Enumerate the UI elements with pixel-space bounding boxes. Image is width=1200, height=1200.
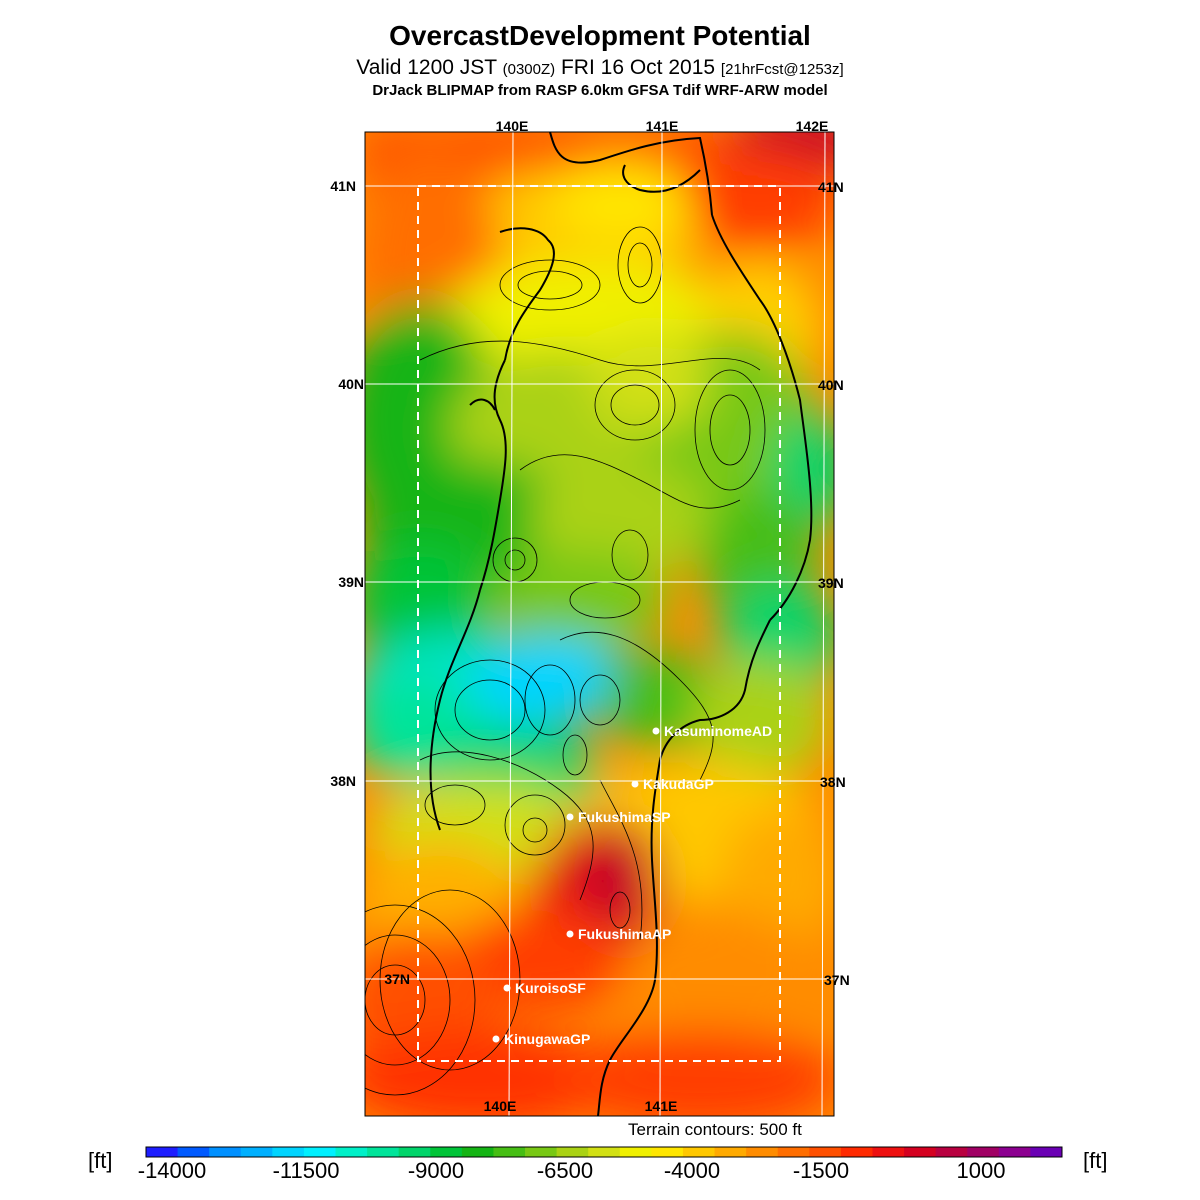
station-kasuminome[interactable]: KasuminomeAD (652, 723, 773, 739)
station-marker (652, 727, 660, 735)
colorbar-swatch (398, 1147, 431, 1157)
lat-label-right-38: 38N (820, 774, 846, 790)
colorbar-swatch (493, 1147, 526, 1157)
colorbar-swatch (303, 1147, 337, 1157)
station-fukushima-ap[interactable]: FukushimaAP (566, 926, 672, 942)
station-label: KinugawaGP (504, 1031, 590, 1047)
colorbar-swatch (588, 1147, 621, 1157)
colorbar-tick: -14000 (137, 1158, 207, 1183)
lon-label-top-140: 140E (496, 118, 529, 134)
colorbar-swatch (809, 1147, 842, 1157)
forecast-hour: [21hrFcst@1253z] (720, 61, 844, 78)
inner-domain-box (417, 185, 781, 1062)
terrain-contours (365, 226, 766, 1096)
colorbar-swatch (651, 1147, 684, 1157)
colorbar-swatch (461, 1147, 494, 1157)
colorbar-swatch (240, 1147, 273, 1157)
lat-label-right-40: 40N (818, 377, 844, 393)
colorbar-unit-right: [ft] (1083, 1148, 1108, 1173)
station-marker (566, 813, 574, 821)
station-kakuda[interactable]: KakudaGP (631, 776, 714, 792)
colorbar-swatch (177, 1147, 210, 1157)
graticule (365, 131, 834, 1117)
colorbar-swatch (682, 1147, 716, 1157)
colorbar-tick: -4000 (663, 1158, 721, 1183)
station-marker (503, 984, 511, 992)
colorbar-swatch (525, 1147, 558, 1157)
colorbar-swatch (746, 1147, 779, 1157)
valid-utc: (0300Z) (502, 61, 556, 78)
lat-label-left-41: 41N (330, 178, 356, 194)
station-label: KakudaGP (643, 776, 714, 792)
lat-label-left-39: 39N (338, 574, 364, 590)
map-title: OvercastDevelopment Potential (389, 20, 811, 51)
station-marker (566, 930, 574, 938)
colorbar-tick: -6500 (536, 1158, 594, 1183)
colorbar-swatch (967, 1147, 1000, 1157)
terrain-contour-note: Terrain contours: 500 ft (628, 1120, 802, 1139)
colorbar-swatch (430, 1147, 463, 1157)
station-fukushima-sp[interactable]: FukushimaSP (566, 809, 671, 825)
lat-label-left-40: 40N (338, 376, 364, 392)
colorbar-swatch (146, 1147, 179, 1157)
valid-prefix: Valid 1200 JST (356, 56, 497, 79)
colorbar-swatch (998, 1147, 1031, 1157)
colorbar-swatch (872, 1147, 905, 1157)
station-label: FukushimaSP (578, 809, 671, 825)
colorbar-swatch (935, 1147, 968, 1157)
colorbar-tick: -11500 (272, 1158, 340, 1183)
colorbar-swatch (777, 1147, 810, 1157)
lon-label-bottom-141: 141E (645, 1098, 678, 1114)
colorbar-unit-left: [ft] (88, 1148, 113, 1173)
lat-label-right-41: 41N (818, 179, 844, 195)
colorbar-frame (145, 1146, 1063, 1158)
station-kuroiso[interactable]: KuroisoSF (503, 980, 587, 996)
colorbar-swatch (367, 1147, 400, 1157)
colorbar-tick: 1000 (956, 1158, 1006, 1183)
color-field (365, 132, 834, 1116)
model-subtitle: DrJack BLIPMAP from RASP 6.0km GFSA Tdif… (372, 82, 828, 99)
colorbar-swatch (209, 1147, 242, 1157)
colorbar-swatch (904, 1147, 937, 1157)
lat-label-left-38: 38N (330, 773, 356, 789)
coastline (429, 132, 813, 1116)
colorbar-tick: -9000 (407, 1158, 465, 1183)
colorbar-swatch (619, 1147, 652, 1157)
lon-label-top-142: 142E (796, 118, 829, 134)
colorbar-swatch (335, 1147, 368, 1157)
lon-label-bottom-140: 140E (484, 1098, 517, 1114)
station-label: KuroisoSF (515, 980, 586, 996)
colorbar-tick: -1500 (792, 1158, 850, 1183)
colorbar (145, 1146, 1063, 1158)
lat-label-right-37: 37N (824, 972, 850, 988)
station-label: KasuminomeAD (664, 723, 772, 739)
lon-label-top-141: 141E (646, 118, 679, 134)
colorbar-swatch (840, 1147, 873, 1157)
lat-label-right-39: 39N (818, 575, 844, 591)
valid-time-line: Valid 1200 JST (0300Z) FRI 16 Oct 2015 [… (0, 56, 1200, 80)
map-frame (364, 131, 835, 1117)
station-marker (631, 780, 639, 788)
station-kinugawa[interactable]: KinugawaGP (492, 1031, 591, 1047)
valid-date: FRI 16 Oct 2015 (560, 56, 716, 79)
colorbar-swatch (1030, 1147, 1063, 1157)
lat-label-left-37: 37N (384, 971, 410, 987)
station-marker (492, 1035, 500, 1043)
station-label: FukushimaAP (578, 926, 671, 942)
colorbar-swatch (556, 1147, 589, 1157)
colorbar-swatch (272, 1147, 305, 1157)
colorbar-swatch (714, 1147, 747, 1157)
